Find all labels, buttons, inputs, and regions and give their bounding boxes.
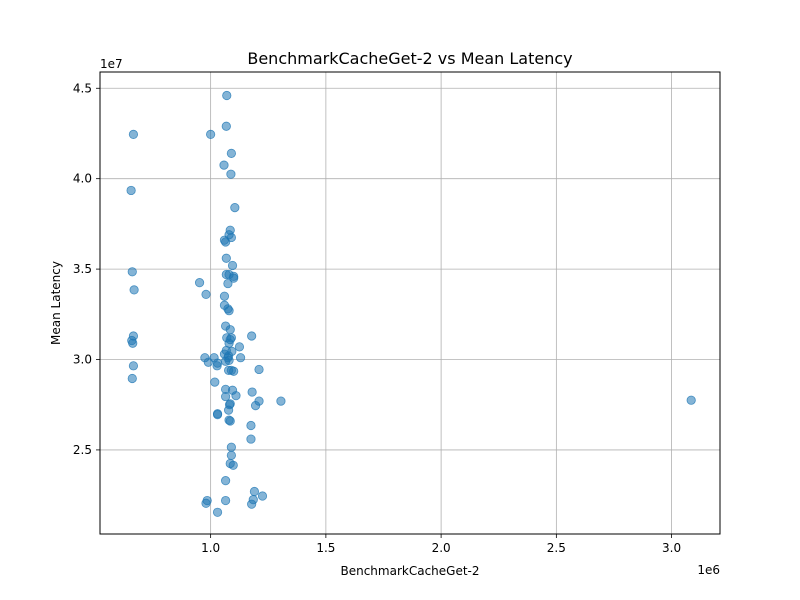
data-point — [254, 364, 264, 375]
data-point — [128, 361, 139, 371]
y-tick-label: 3.0 — [73, 353, 92, 367]
y-tick-label: 3.5 — [73, 262, 92, 276]
data-point — [224, 365, 234, 375]
data-point — [222, 90, 232, 101]
data-point — [127, 373, 137, 384]
data-point — [246, 420, 256, 431]
x-tick-label: 3.0 — [662, 541, 681, 555]
data-point — [221, 495, 231, 506]
data-point — [212, 410, 223, 420]
data-point — [249, 486, 260, 497]
data-point — [226, 148, 236, 158]
data-point — [223, 278, 233, 289]
x-tick-label: 1.5 — [316, 541, 335, 555]
data-point — [225, 416, 235, 426]
x-tick-label: 2.0 — [432, 541, 451, 555]
y-axis-offset-label: 1e7 — [100, 57, 123, 71]
data-point — [226, 169, 236, 179]
x-axis-offset-label: 1e6 — [697, 563, 720, 577]
data-point — [230, 203, 240, 213]
data-point — [227, 260, 238, 271]
data-point — [224, 405, 234, 415]
data-point — [234, 342, 245, 352]
data-point — [128, 338, 138, 348]
data-point — [219, 291, 230, 301]
data-point — [194, 278, 205, 288]
data-point — [226, 450, 236, 460]
data-point — [221, 253, 231, 263]
x-axis-label: BenchmarkCacheGet-2 — [340, 564, 479, 578]
data-point — [221, 121, 231, 131]
data-point — [228, 460, 238, 470]
data-point — [126, 185, 136, 196]
axis-ticks: 1.0 1.5 2.0 2.5 3.0 2.5 3.0 3.5 4.0 4.5 — [73, 81, 681, 555]
x-tick-label: 2.5 — [547, 541, 566, 555]
data-point — [686, 395, 696, 405]
data-point — [247, 499, 257, 509]
y-tick-label: 4.0 — [73, 172, 92, 186]
data-point — [257, 491, 268, 501]
data-point — [210, 377, 220, 387]
data-point — [225, 325, 235, 335]
data-point — [250, 401, 261, 411]
data-point — [226, 442, 236, 452]
data-point — [246, 434, 256, 444]
data-point — [209, 353, 219, 363]
data-point — [219, 160, 229, 170]
y-tick-label: 4.5 — [73, 81, 92, 95]
data-point — [128, 129, 139, 139]
y-tick-label: 2.5 — [73, 443, 92, 457]
data-point — [212, 507, 223, 517]
data-point — [201, 289, 211, 300]
data-point — [247, 387, 257, 397]
data-point — [221, 476, 231, 486]
data-point — [235, 353, 246, 363]
plot-frame — [99, 71, 721, 535]
chart-title: BenchmarkCacheGet-2 vs Mean Latency — [247, 49, 572, 68]
data-point — [221, 356, 231, 366]
x-tick-label: 1.0 — [201, 541, 220, 555]
data-point — [247, 331, 257, 341]
data-points — [126, 90, 696, 517]
data-point — [201, 498, 211, 508]
data-point — [212, 361, 222, 371]
data-point — [129, 285, 139, 295]
data-point — [224, 306, 234, 316]
data-point — [229, 273, 239, 283]
data-point — [276, 396, 286, 406]
data-point — [221, 237, 231, 247]
data-point — [221, 391, 231, 402]
data-point — [206, 129, 216, 139]
y-axis-label: Mean Latency — [49, 261, 63, 345]
data-point — [127, 267, 137, 277]
data-point — [231, 391, 241, 401]
